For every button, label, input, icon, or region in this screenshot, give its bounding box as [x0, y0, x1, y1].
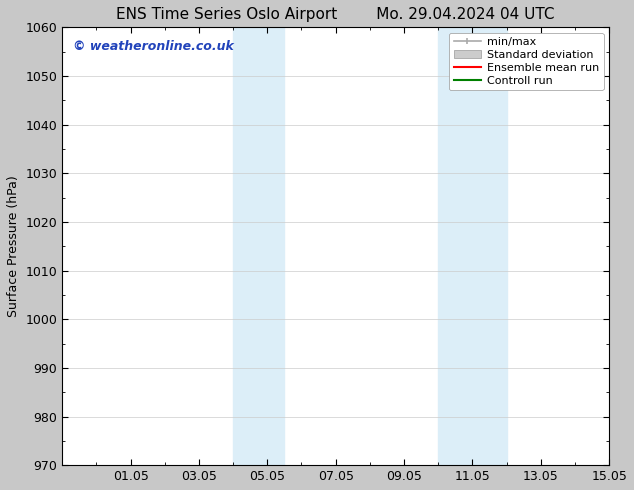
Y-axis label: Surface Pressure (hPa): Surface Pressure (hPa) [7, 175, 20, 317]
Bar [233, 27, 285, 465]
Legend: min/max, Standard deviation, Ensemble mean run, Controll run: min/max, Standard deviation, Ensemble me… [449, 33, 604, 90]
Text: © weatheronline.co.uk: © weatheronline.co.uk [73, 40, 234, 53]
Bar [438, 27, 507, 465]
Title: ENS Time Series Oslo Airport        Mo. 29.04.2024 04 UTC: ENS Time Series Oslo Airport Mo. 29.04.2… [117, 7, 555, 22]
